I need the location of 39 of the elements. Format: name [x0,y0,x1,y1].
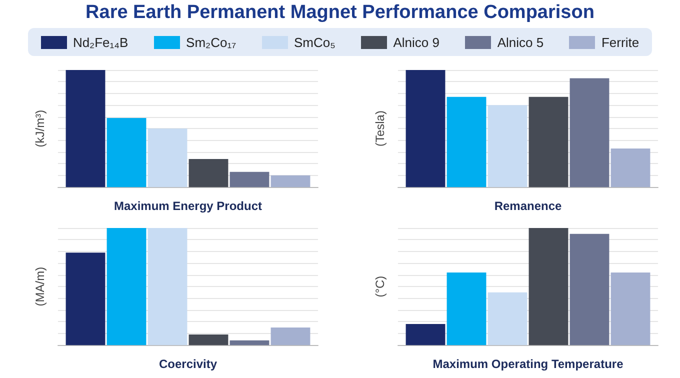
bar [106,118,146,188]
bar [446,272,486,346]
legend-label: Nd₂Fe₁₄B [72,34,128,50]
bar [148,228,188,346]
legend-label: Alnico 9 [393,34,440,50]
y-axis-title: (kJ/m³) [33,110,47,148]
x-axis-title: Maximum Energy Product [114,199,262,213]
y-axis-title: (°C) [373,276,387,298]
x-axis-title: Maximum Operating Temperature [432,357,624,371]
bar [188,158,228,188]
bar [66,252,106,346]
bar [570,78,610,188]
bar [148,128,188,188]
bar [446,96,486,188]
bar [528,228,568,346]
bar [188,334,228,346]
bar [610,148,650,188]
bar [406,324,446,346]
bar [488,292,528,346]
bar [406,70,446,188]
bar [106,228,146,346]
bar [528,96,568,188]
y-axis-title: (Tesla) [373,110,387,147]
bar [610,272,650,346]
legend-label: SmCo₅ [294,34,336,50]
bar [488,105,528,188]
x-axis-title: Remanence [494,199,562,213]
bar [230,340,270,346]
bar [570,234,610,346]
bar [270,175,310,188]
legend-label: Sm₂Co₁₇ [186,34,236,50]
bar [66,70,106,188]
x-axis-title: Coercivity [158,357,218,371]
bar [270,328,310,346]
legend-label: Ferrite [601,34,640,50]
chart-title: Rare Earth Permanent Magnet Performance Comparison [84,2,596,24]
y-axis-title: (MA/m) [33,266,47,306]
legend-label: Alnico 5 [497,34,544,50]
bar [230,172,270,188]
